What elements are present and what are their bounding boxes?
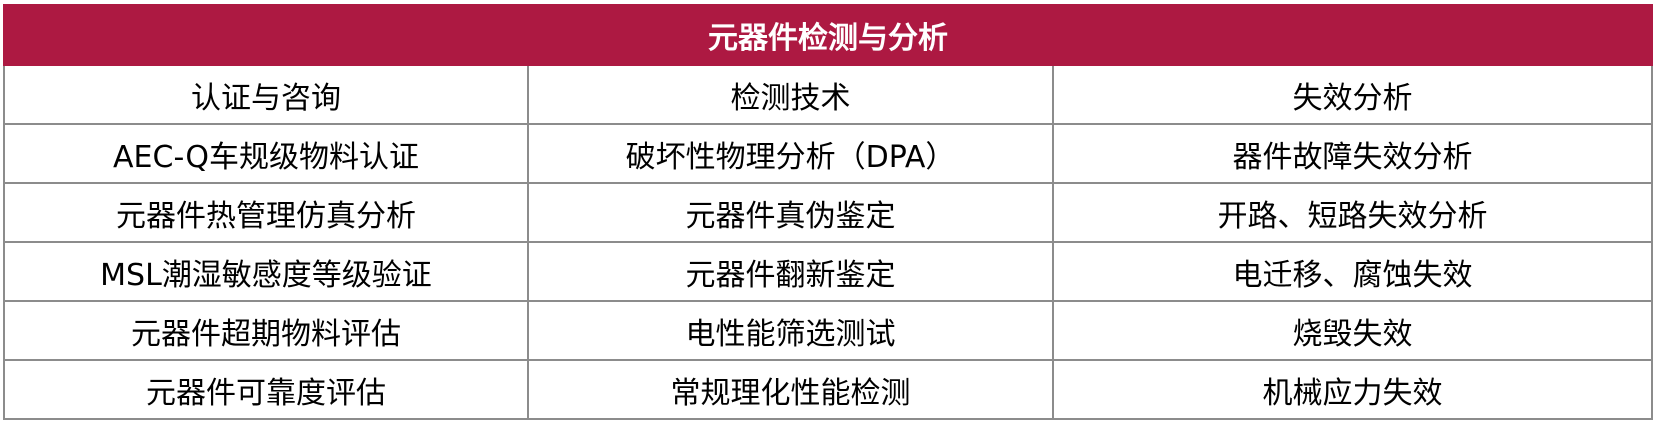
table-title-row: 元器件检测与分析 [2,4,1654,66]
table-cell: 烧毁失效 [1051,300,1654,361]
table-cell: 元器件超期物料评估 [3,300,529,361]
column-header: 检测技术 [527,64,1054,125]
table-cell: 元器件真伪鉴定 [527,182,1054,243]
table-cell: 机械应力失效 [1051,359,1654,420]
column-header: 失效分析 [1051,64,1654,125]
table-cell: 开路、短路失效分析 [1051,182,1654,243]
table-cell: 电性能筛选测试 [527,300,1054,361]
table-row: AEC-Q车规级物料认证 破坏性物理分析（DPA） 器件故障失效分析 [3,123,1654,184]
table-cell: 器件故障失效分析 [1051,123,1654,184]
table-row: MSL潮湿敏感度等级验证 元器件翻新鉴定 电迁移、腐蚀失效 [3,241,1654,302]
table-cell: 常规理化性能检测 [527,359,1054,420]
table-cell: AEC-Q车规级物料认证 [3,123,529,184]
table-cell: 元器件可靠度评估 [3,359,529,420]
header-row: 认证与咨询 检测技术 失效分析 [3,64,1654,125]
column-header: 认证与咨询 [3,64,529,125]
table-cell: 元器件翻新鉴定 [527,241,1054,302]
services-table: 元器件检测与分析 认证与咨询 检测技术 失效分析 AEC-Q车规级物料认证 破坏… [2,4,1654,420]
table-row: 元器件热管理仿真分析 元器件真伪鉴定 开路、短路失效分析 [3,182,1654,243]
table-row: 元器件可靠度评估 常规理化性能检测 机械应力失效 [3,359,1654,420]
table-cell: 破坏性物理分析（DPA） [527,123,1054,184]
table-cell: 电迁移、腐蚀失效 [1051,241,1654,302]
table-cell: MSL潮湿敏感度等级验证 [3,241,529,302]
table-row: 元器件超期物料评估 电性能筛选测试 烧毁失效 [3,300,1654,361]
table-title: 元器件检测与分析 [2,4,1654,66]
table-cell: 元器件热管理仿真分析 [3,182,529,243]
